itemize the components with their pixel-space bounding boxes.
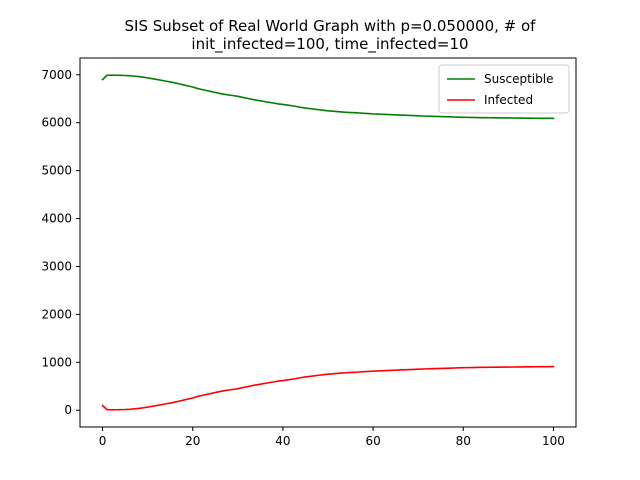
- x-tick-label: 100: [542, 434, 565, 448]
- y-tick-label: 4000: [41, 212, 72, 226]
- chart-title-line-2: init_infected=100, time_infected=10: [191, 35, 468, 54]
- series-layer: [101, 74, 555, 411]
- x-tick-label: 40: [275, 434, 290, 448]
- y-tick-label: 6000: [41, 116, 72, 130]
- x-axis: 0 20 40 60 80 100: [99, 427, 565, 448]
- y-tick-label: 3000: [41, 259, 72, 273]
- y-axis: 0 1000 2000 3000 4000 5000 6000 7000: [41, 68, 80, 417]
- legend: Susceptible Infected: [438, 64, 570, 114]
- chart-title-line-1: SIS Subset of Real World Graph with p=0.…: [125, 17, 537, 35]
- y-tick-label: 2000: [41, 307, 72, 321]
- legend-label-infected: Infected: [484, 93, 533, 107]
- x-tick-label: 0: [99, 434, 107, 448]
- series-line-susceptible: [101, 74, 555, 120]
- series-line-infected: [101, 365, 555, 411]
- y-tick-label: 1000: [41, 355, 72, 369]
- x-tick-label: 60: [365, 434, 380, 448]
- x-tick-label: 80: [456, 434, 471, 448]
- legend-label-susceptible: Susceptible: [484, 72, 553, 86]
- y-tick-label: 5000: [41, 164, 72, 178]
- x-tick-label: 20: [185, 434, 200, 448]
- y-tick-label: 7000: [41, 68, 72, 82]
- y-tick-label: 0: [64, 403, 72, 417]
- plot-frame: [79, 57, 577, 428]
- legend-box: [438, 64, 570, 114]
